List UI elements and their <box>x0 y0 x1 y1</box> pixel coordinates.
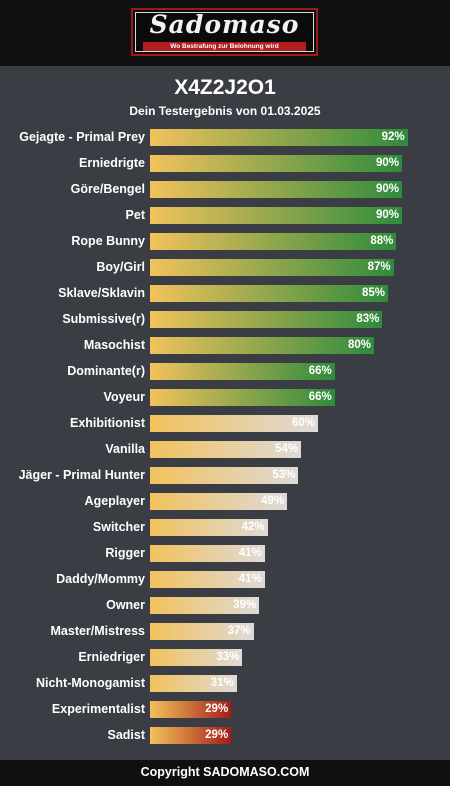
bar: 87% <box>150 259 394 276</box>
page-title: X4Z2J2O1 <box>174 76 276 99</box>
category-label: Jäger - Primal Hunter <box>18 468 145 482</box>
bar-value-label: 29% <box>205 729 229 741</box>
bar: 90% <box>150 155 402 172</box>
category-label: Boy/Girl <box>96 260 145 274</box>
bar-value-label: 88% <box>370 235 394 247</box>
logo-tagline: Wo Bestrafung zur Belohnung wird <box>143 42 306 51</box>
category-label: Erniedrigte <box>79 156 145 170</box>
bar: 66% <box>150 363 335 380</box>
category-label: Exhibitionist <box>70 416 145 430</box>
bar-value-label: 83% <box>356 313 380 325</box>
category-label: Gejagte - Primal Prey <box>19 130 145 144</box>
bar: 42% <box>150 519 268 536</box>
bar: 85% <box>150 285 388 302</box>
bar-value-label: 39% <box>233 599 257 611</box>
site-logo[interactable]: Sadomaso Wo Bestrafung zur Belohnung wir… <box>131 8 318 56</box>
bar-value-label: 87% <box>367 261 391 273</box>
logo-wordmark: Sadomaso <box>149 10 300 39</box>
bar-value-label: 49% <box>261 495 285 507</box>
bar: 33% <box>150 649 243 666</box>
category-label: Voyeur <box>103 390 145 404</box>
bar: 29% <box>150 727 232 744</box>
bar-value-label: 33% <box>216 651 240 663</box>
page-subtitle: Dein Testergebnis von 01.03.2025 <box>129 104 321 118</box>
bar: 90% <box>150 181 402 198</box>
bar-value-label: 90% <box>375 209 399 221</box>
bar-value-label: 92% <box>381 131 405 143</box>
bar: 83% <box>150 311 383 328</box>
category-label: Masochist <box>83 338 145 352</box>
category-label: Dominante(r) <box>67 364 145 378</box>
category-label: Switcher <box>92 520 145 534</box>
bar: 66% <box>150 389 335 406</box>
category-label: Erniedriger <box>78 650 145 664</box>
bar-value-label: 37% <box>227 625 251 637</box>
bar-value-label: 90% <box>375 183 399 195</box>
category-label: Ageplayer <box>84 494 145 508</box>
category-label: Sadist <box>107 728 145 742</box>
bar: 88% <box>150 233 397 250</box>
category-label: Submissive(r) <box>62 312 145 326</box>
bar: 90% <box>150 207 402 224</box>
bar: 49% <box>150 493 288 510</box>
category-label: Rigger <box>105 546 145 560</box>
category-label: Göre/Bengel <box>70 182 145 196</box>
bar-value-label: 29% <box>205 703 229 715</box>
bar-value-label: 66% <box>308 391 332 403</box>
bar-value-label: 41% <box>238 547 262 559</box>
bar-value-label: 90% <box>375 157 399 169</box>
bar: 41% <box>150 571 265 588</box>
bar-value-label: 66% <box>308 365 332 377</box>
header-bar: Sadomaso Wo Bestrafung zur Belohnung wir… <box>0 0 450 66</box>
bar: 92% <box>150 129 408 146</box>
footer-copyright: Copyright SADOMASO.COM <box>140 765 310 779</box>
category-label: Experimentalist <box>51 702 145 716</box>
bar: 53% <box>150 467 299 484</box>
bar-value-label: 60% <box>291 417 315 429</box>
bar: 60% <box>150 415 318 432</box>
category-label: Daddy/Mommy <box>56 572 145 586</box>
category-label: Vanilla <box>105 442 145 456</box>
bar-value-label: 85% <box>361 287 385 299</box>
bar: 41% <box>150 545 265 562</box>
bar: 54% <box>150 441 302 458</box>
category-label: Nicht-Monogamist <box>35 676 145 690</box>
bar: 37% <box>150 623 254 640</box>
category-label: Pet <box>125 208 145 222</box>
bar-value-label: 54% <box>275 443 299 455</box>
category-label: Master/Mistress <box>50 624 146 638</box>
bar: 29% <box>150 701 232 718</box>
bar: 39% <box>150 597 260 614</box>
category-label: Owner <box>106 598 145 612</box>
bar-value-label: 42% <box>241 521 265 533</box>
category-label: Sklave/Sklavin <box>58 286 145 300</box>
bar-value-label: 53% <box>272 469 296 481</box>
bar: 80% <box>150 337 374 354</box>
bar-value-label: 80% <box>347 339 371 351</box>
bar-value-label: 31% <box>210 677 234 689</box>
footer-bar: Copyright SADOMASO.COM <box>0 760 450 786</box>
logo-frame <box>135 12 314 52</box>
bar-value-label: 41% <box>238 573 262 585</box>
category-label: Rope Bunny <box>71 234 145 248</box>
bar: 31% <box>150 675 237 692</box>
